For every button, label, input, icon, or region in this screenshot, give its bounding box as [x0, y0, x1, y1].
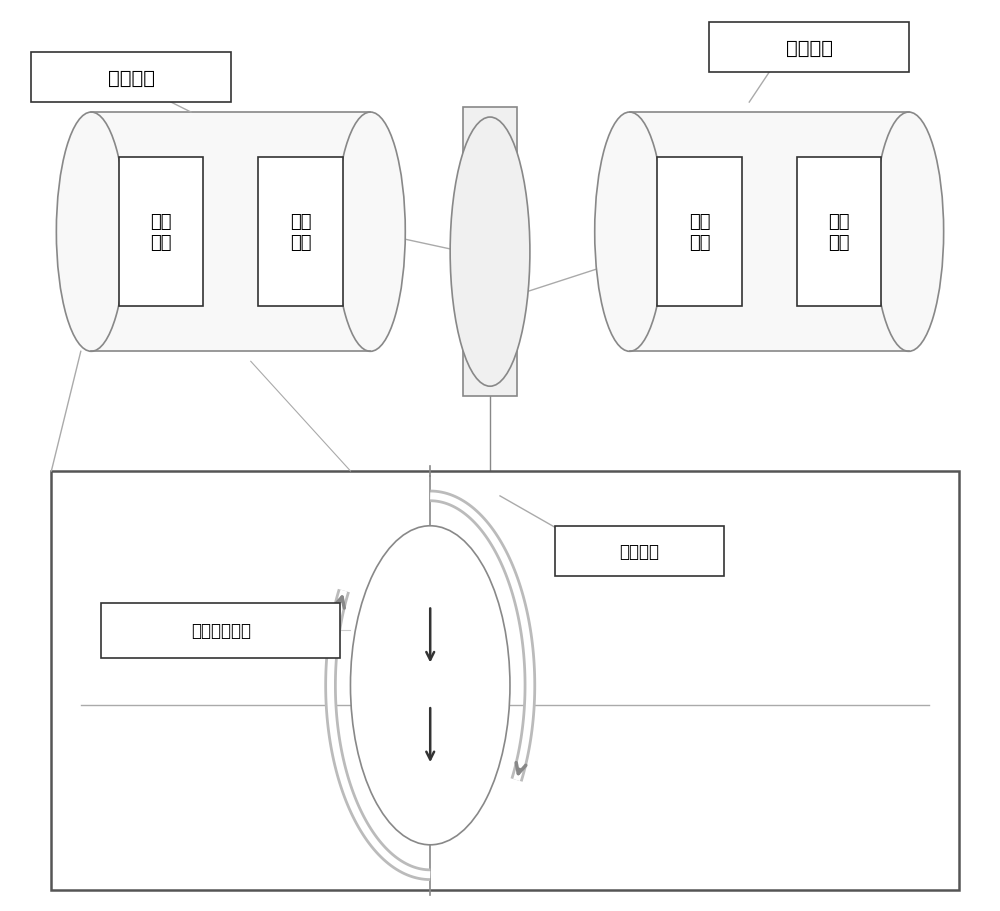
Text: 发射
单元: 发射 单元	[290, 213, 311, 251]
Ellipse shape	[595, 113, 664, 352]
Ellipse shape	[350, 527, 510, 844]
Bar	[657, 158, 742, 307]
Bar	[31, 53, 231, 103]
Bar	[709, 24, 909, 73]
Ellipse shape	[56, 113, 126, 352]
Bar	[797, 158, 881, 307]
Bar	[51, 471, 959, 890]
Ellipse shape	[336, 113, 405, 352]
Bar	[91, 113, 370, 352]
Text: 接收装置: 接收装置	[786, 38, 833, 57]
Text: 全息投影成像: 全息投影成像	[191, 622, 251, 640]
Ellipse shape	[874, 113, 944, 352]
Ellipse shape	[450, 118, 530, 387]
Text: 扫描装置: 扫描装置	[620, 542, 660, 560]
Bar	[119, 158, 203, 307]
Text: 设置
单元: 设置 单元	[150, 213, 172, 251]
Text: 验证
单元: 验证 单元	[828, 213, 850, 251]
Bar	[463, 107, 517, 397]
Bar	[555, 527, 724, 576]
Bar	[630, 113, 909, 352]
Text: 接收
单元: 接收 单元	[689, 213, 710, 251]
Bar	[258, 158, 343, 307]
Text: 发射装置: 发射装置	[108, 68, 155, 87]
Bar	[101, 603, 340, 658]
